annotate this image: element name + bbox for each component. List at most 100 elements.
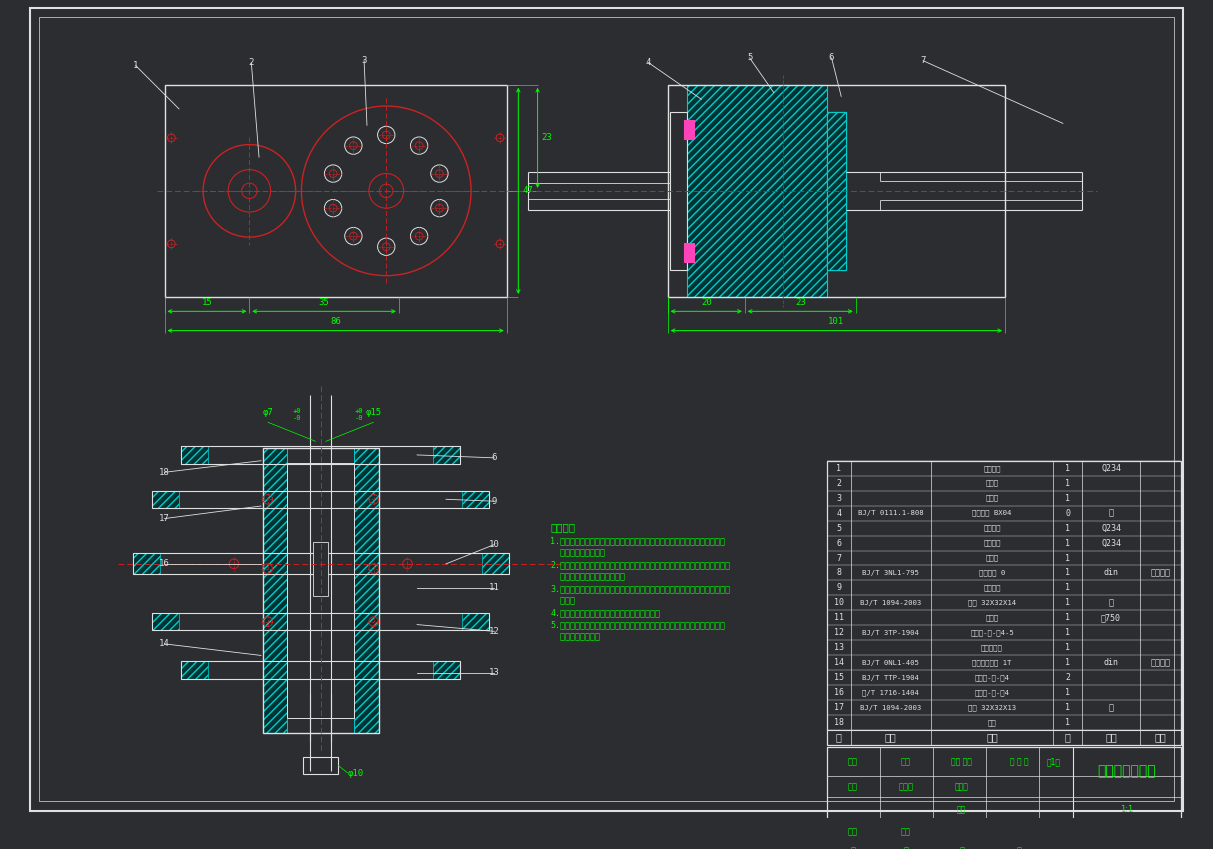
Text: 12: 12 — [833, 628, 844, 638]
Bar — [687, 85, 827, 297]
Text: 标: 标 — [904, 846, 909, 849]
Text: 3: 3 — [361, 56, 366, 65]
Text: 1:1: 1:1 — [1121, 805, 1134, 814]
Text: 10: 10 — [833, 599, 844, 607]
Text: 轴端封盖: 轴端封盖 — [984, 525, 1001, 531]
Text: 弹性垫: 弹性垫 — [985, 615, 998, 621]
Text: 量: 量 — [1016, 846, 1023, 849]
Text: 0: 0 — [1065, 509, 1070, 518]
Text: 比例: 比例 — [957, 805, 967, 814]
Text: 序: 序 — [836, 733, 842, 743]
Text: 1: 1 — [1065, 554, 1070, 563]
Text: 11: 11 — [489, 583, 500, 593]
Bar — [827, 112, 845, 270]
Text: din: din — [1104, 658, 1118, 667]
Text: 小轴管: 小轴管 — [985, 480, 998, 486]
Text: 5: 5 — [747, 53, 752, 62]
Bar — [287, 463, 354, 718]
Circle shape — [349, 142, 358, 149]
Text: 9: 9 — [491, 497, 497, 506]
Text: 审核: 审核 — [901, 757, 911, 766]
Text: 86: 86 — [330, 317, 341, 326]
Text: -0: -0 — [355, 415, 364, 421]
Text: 16: 16 — [159, 559, 170, 568]
Text: 18: 18 — [159, 468, 170, 477]
Text: 14: 14 — [159, 639, 170, 649]
Text: 代号: 代号 — [885, 733, 896, 743]
Text: BJ/T TTP-1904: BJ/T TTP-1904 — [862, 675, 919, 681]
Text: 1: 1 — [1065, 658, 1070, 667]
Text: BJ/T 1094-2003: BJ/T 1094-2003 — [860, 600, 922, 606]
Bar — [181, 447, 207, 464]
Text: 1: 1 — [1065, 479, 1070, 487]
Text: 2: 2 — [249, 58, 254, 67]
Text: 质: 质 — [959, 846, 964, 849]
Text: 制图: 制图 — [901, 827, 911, 836]
Bar — [181, 661, 461, 678]
Circle shape — [382, 131, 391, 138]
Text: 六角螺栓 BX04: 六角螺栓 BX04 — [973, 509, 1012, 516]
Text: 密封垫木: 密封垫木 — [984, 585, 1001, 591]
Text: 外端盖: 外端盖 — [985, 554, 998, 561]
Bar — [263, 448, 287, 733]
Text: din: din — [1104, 569, 1118, 577]
Bar — [181, 447, 461, 464]
Bar — [462, 613, 489, 630]
Text: 标准: 标准 — [848, 782, 858, 791]
Text: +0: +0 — [355, 408, 364, 413]
Text: 副/T 1716-1404: 副/T 1716-1404 — [862, 689, 919, 696]
Text: 1: 1 — [1065, 599, 1070, 607]
Text: 工艺: 工艺 — [848, 827, 858, 836]
Text: 端部封盖: 端部封盖 — [984, 540, 1001, 547]
Text: 审核标: 审核标 — [899, 782, 913, 791]
Bar — [152, 491, 180, 508]
Bar — [165, 85, 507, 297]
Text: 3.检定量检对零，部件的主观配合尺寸，按规范内精密配合尺寸及相关精度要行: 3.检定量检对零，部件的主观配合尺寸，按规范内精密配合尺寸及相关精度要行 — [551, 584, 730, 593]
Text: 6: 6 — [828, 53, 835, 62]
Text: 壳体: 壳体 — [987, 719, 996, 726]
Text: 7: 7 — [836, 554, 842, 563]
Text: 15: 15 — [833, 673, 844, 683]
Circle shape — [349, 233, 358, 240]
Text: 23: 23 — [541, 133, 552, 143]
Text: 1: 1 — [133, 61, 138, 70]
Text: 1: 1 — [1065, 538, 1070, 548]
Text: 10: 10 — [489, 540, 500, 549]
Text: 检查、整密轴线。: 检查、整密轴线。 — [551, 633, 600, 641]
Text: 101: 101 — [828, 317, 844, 326]
Text: 2.零件全部经过必要精密制整情况下清，不得有划痕、飞边、氧化皮、锈蚀、铸: 2.零件全部经过必要精密制整情况下清，不得有划痕、飞边、氧化皮、锈蚀、铸 — [551, 560, 730, 569]
Text: 平键 32X32X13: 平键 32X32X13 — [968, 705, 1016, 711]
Text: 2: 2 — [1065, 673, 1070, 683]
Text: 4: 4 — [836, 509, 842, 518]
Bar — [354, 448, 378, 733]
Circle shape — [435, 205, 443, 212]
Bar — [152, 613, 489, 630]
Text: 名称: 名称 — [986, 733, 998, 743]
Text: 大轴管: 大轴管 — [985, 495, 998, 502]
Circle shape — [415, 233, 423, 240]
Text: 3: 3 — [836, 493, 842, 503]
Text: 6: 6 — [491, 453, 497, 463]
Text: BJ/T 0NL1-405: BJ/T 0NL1-405 — [862, 660, 919, 666]
Text: 备注: 备注 — [1155, 733, 1167, 743]
Text: +0: +0 — [292, 408, 301, 413]
Text: 12: 12 — [489, 627, 500, 636]
Bar — [152, 491, 489, 508]
Text: 油轮主轴承: 油轮主轴承 — [981, 644, 1003, 651]
Text: -0: -0 — [292, 415, 301, 421]
Bar — [462, 491, 489, 508]
Text: φ15: φ15 — [365, 408, 382, 418]
Text: 35: 35 — [319, 297, 330, 306]
Text: 圆柱销-联-副4: 圆柱销-联-副4 — [974, 674, 1009, 681]
Text: 9: 9 — [836, 583, 842, 593]
Text: 23: 23 — [795, 297, 805, 306]
Text: 2: 2 — [836, 479, 842, 487]
Text: 1: 1 — [1065, 464, 1070, 473]
Text: 进行。: 进行。 — [551, 596, 575, 605]
Bar — [181, 661, 207, 678]
Circle shape — [415, 142, 423, 149]
Circle shape — [382, 243, 391, 250]
Bar — [482, 554, 508, 575]
Text: 钢: 钢 — [1109, 509, 1114, 518]
Text: 圆柱销-联-副4: 圆柱销-联-副4 — [974, 689, 1009, 696]
